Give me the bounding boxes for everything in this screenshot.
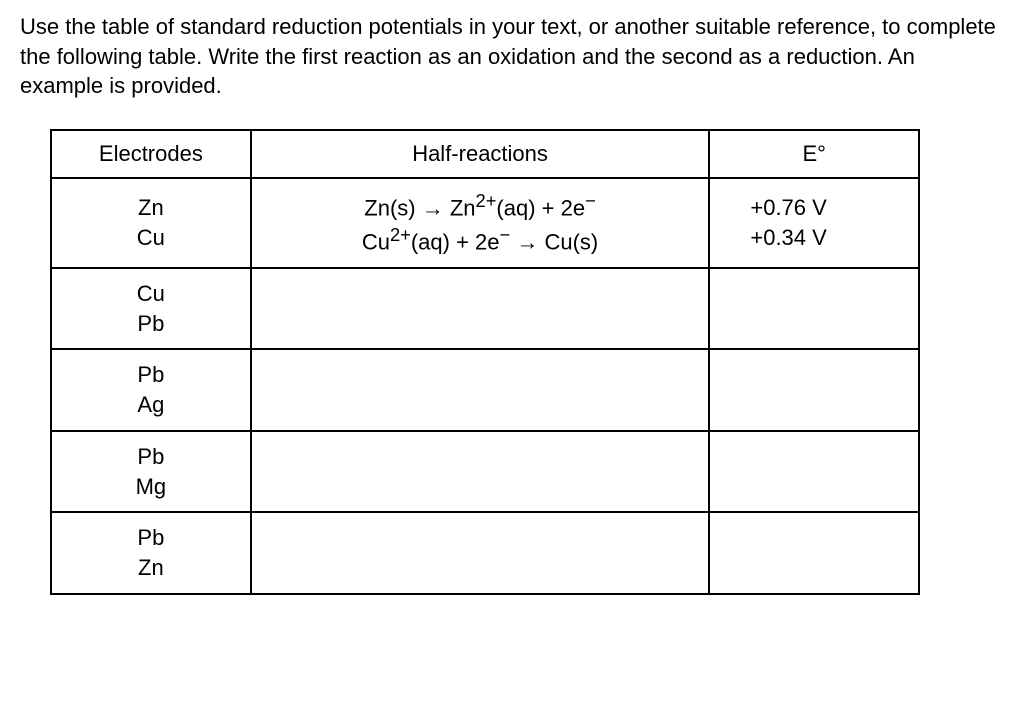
reactions-table: Electrodes Half-reactions E° Zn Cu Zn(s)… <box>50 129 920 595</box>
table-row: Pb Mg <box>51 431 919 512</box>
header-reactions: Half-reactions <box>251 130 710 178</box>
table-row: Pb Ag <box>51 349 919 430</box>
table-row: Cu Pb <box>51 268 919 349</box>
potential-2: +0.34 V <box>750 223 902 253</box>
electrode-2: Cu <box>68 223 234 253</box>
reaction-1: Zn(s) → Zn2+(aq) + 2e− <box>268 189 693 223</box>
electrode-2: Mg <box>68 472 234 502</box>
table-row: Pb Zn <box>51 512 919 593</box>
instructions-text: Use the table of standard reduction pote… <box>20 12 1004 101</box>
header-electrodes: Electrodes <box>51 130 251 178</box>
reaction-2: Cu2+(aq) + 2e− → Cu(s) <box>268 223 693 257</box>
electrode-2: Ag <box>68 390 234 420</box>
electrode-2: Pb <box>68 309 234 339</box>
electrode-1: Pb <box>68 442 234 472</box>
electrode-1: Pb <box>68 360 234 390</box>
electrode-2: Zn <box>68 553 234 583</box>
table-row: Zn Cu Zn(s) → Zn2+(aq) + 2e− Cu2+(aq) + … <box>51 178 919 268</box>
electrode-1: Pb <box>68 523 234 553</box>
header-potential: E° <box>709 130 919 178</box>
table-header-row: Electrodes Half-reactions E° <box>51 130 919 178</box>
electrode-1: Zn <box>68 193 234 223</box>
potential-1: +0.76 V <box>750 193 902 223</box>
electrode-1: Cu <box>68 279 234 309</box>
